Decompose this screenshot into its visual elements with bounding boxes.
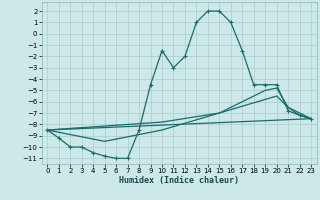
X-axis label: Humidex (Indice chaleur): Humidex (Indice chaleur) bbox=[119, 176, 239, 185]
